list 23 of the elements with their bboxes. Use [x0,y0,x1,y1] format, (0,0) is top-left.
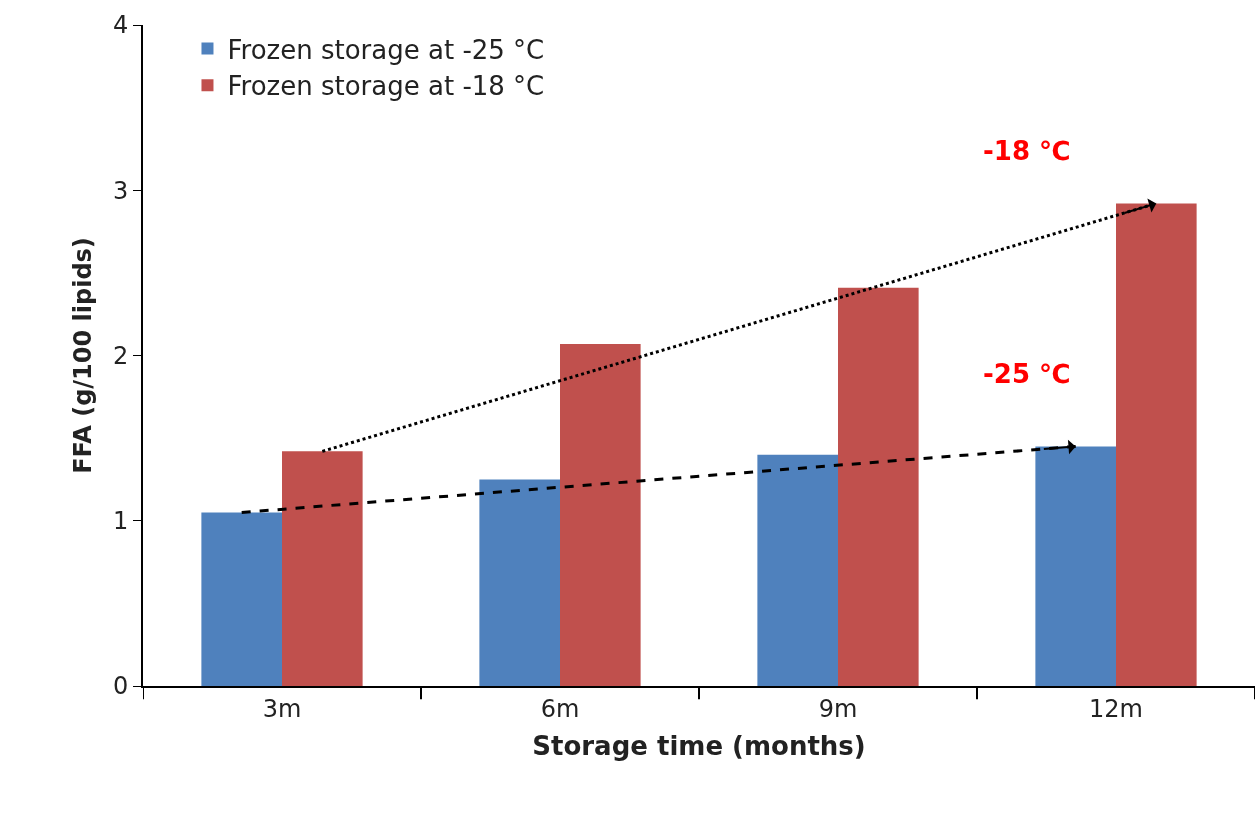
bar [560,343,641,686]
legend-label: Frozen storage at -25 °C [227,34,545,65]
x-tick-label: 12m [1089,694,1143,723]
y-tick-label: 0 [112,672,129,701]
bar [479,479,560,686]
bar [757,454,838,686]
y-tick-label: 3 [112,176,129,205]
legend-label: Frozen storage at -18 °C [227,71,545,102]
annotation: -18 ℃ [983,136,1071,166]
annotation: -25 ℃ [983,359,1071,389]
x-tick-label: 6m [540,694,580,723]
x-tick-label: 3m [262,694,302,723]
bar [1116,203,1197,686]
bar [838,287,919,686]
bar [201,512,282,686]
x-tick-label: 9m [818,694,858,723]
y-tick-label: 1 [112,507,129,536]
x-axis-title: Storage time (months) [532,731,866,761]
bar [1035,446,1116,686]
y-tick-label: 2 [112,341,129,370]
bar [282,451,363,686]
y-tick-label: 4 [112,11,129,40]
y-axis-title: FFA (g/100 lipids) [68,237,97,474]
